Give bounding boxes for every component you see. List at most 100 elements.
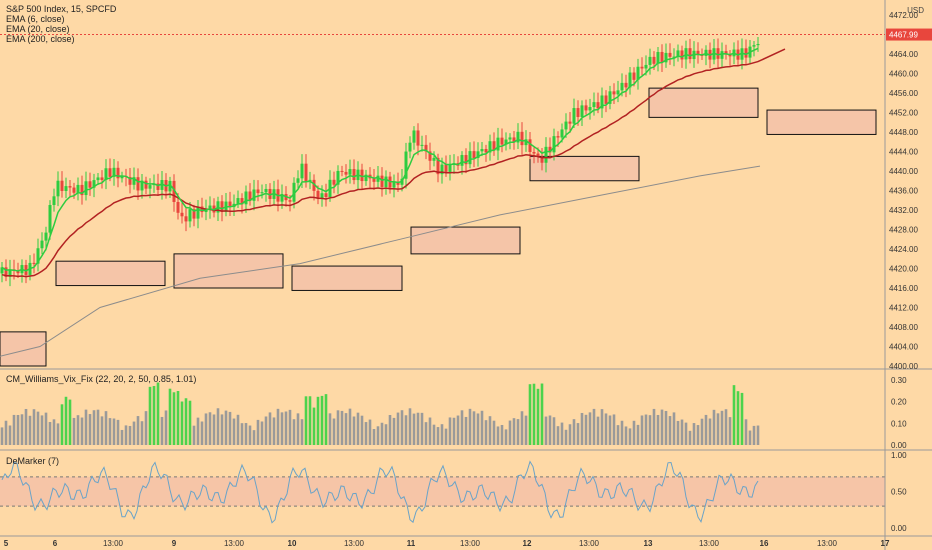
candle-body: [396, 181, 400, 185]
candle-body: [4, 267, 8, 277]
candle-body: [552, 136, 556, 153]
vix-bar: [232, 418, 236, 445]
vix-bar: [180, 401, 184, 445]
candle-body: [112, 167, 116, 177]
candles: [0, 37, 760, 287]
vix-bar: [380, 422, 384, 445]
ema200-legend[interactable]: EMA (200, close): [6, 34, 75, 44]
vix-bar: [224, 410, 228, 445]
ema6-legend[interactable]: EMA (6, close): [6, 14, 65, 24]
candle-body: [32, 262, 36, 264]
vix-bar: [508, 420, 512, 445]
vix-bar: [500, 424, 504, 445]
vix-bar: [432, 424, 436, 445]
ema-lines: [0, 47, 786, 357]
zone-box: [648, 87, 759, 118]
symbol-title[interactable]: S&P 500 Index, 15, SPCFD: [6, 4, 117, 14]
vix-bar: [92, 410, 96, 445]
vix-bar: [668, 416, 672, 445]
candle-body: [428, 151, 432, 161]
candle-body: [244, 191, 248, 205]
vix-bar: [596, 416, 600, 445]
vix-bar: [332, 418, 336, 445]
vix-bar: [136, 416, 140, 445]
vix-bar: [72, 417, 76, 445]
vix-bar: [484, 420, 488, 445]
last-price-badge: [886, 28, 932, 41]
vix-bar: [76, 415, 80, 445]
vix-bar: [284, 411, 288, 445]
candle-body: [384, 176, 388, 187]
vix-bar: [80, 417, 84, 445]
vix-bar: [252, 430, 256, 445]
zone-box: [766, 109, 877, 135]
price-tick-label: 4460.00: [889, 70, 918, 79]
candle-body: [484, 149, 488, 153]
legend: S&P 500 Index, 15, SPCFD EMA (6, close) …: [6, 4, 116, 44]
vix-bar: [568, 424, 572, 445]
vix-bar: [184, 398, 188, 445]
ema20-legend[interactable]: EMA (20, close): [6, 24, 70, 34]
candle-body: [264, 188, 268, 193]
vix-pane-title[interactable]: CM_Williams_Vix_Fix (22, 20, 2, 50, 0.85…: [6, 374, 197, 384]
candle-body: [688, 48, 692, 60]
vix-bar: [192, 425, 196, 445]
candle-body: [316, 190, 320, 199]
demarker-tick-label: 0.50: [891, 488, 907, 497]
vix-bar: [52, 419, 56, 445]
vix-bar: [624, 426, 628, 445]
vix-bar: [572, 419, 576, 445]
candle-body: [40, 240, 44, 249]
vix-bar: [28, 415, 32, 445]
vix-bar: [632, 420, 636, 445]
candle-body: [168, 180, 172, 192]
vix-bar: [68, 399, 72, 445]
vix-bar: [548, 415, 552, 445]
time-tick-label: 13:00: [460, 539, 481, 548]
vix-bar: [400, 410, 404, 445]
vix-bar: [472, 411, 476, 445]
demarker-pane-title[interactable]: DeMarker (7): [6, 456, 60, 466]
candle-body: [80, 184, 84, 196]
vix-bar: [88, 414, 92, 445]
vix-bar: [172, 392, 176, 445]
time-tick-label: 13:00: [344, 539, 365, 548]
vix-bar: [424, 422, 428, 445]
price-tick-label: 4400.00: [889, 362, 918, 371]
candle-body: [332, 179, 336, 185]
candle-body: [120, 175, 124, 179]
candle-body: [336, 170, 340, 185]
candle-body: [52, 196, 56, 206]
vix-bar: [544, 416, 548, 445]
vix-bar: [732, 385, 736, 445]
time-tick-label: 9: [172, 539, 177, 548]
vix-bar: [108, 418, 112, 445]
candle-body: [88, 181, 92, 188]
vix-bar: [704, 414, 708, 445]
vix-bar: [384, 424, 388, 445]
candle-body: [588, 107, 592, 111]
vix-bar: [128, 425, 132, 445]
candle-body: [520, 131, 524, 146]
vix-bar: [460, 410, 464, 445]
candle-body: [628, 72, 632, 88]
vix-bar: [0, 427, 4, 445]
vix-bar: [196, 417, 200, 445]
candle-body: [488, 141, 492, 153]
vix-bar: [656, 414, 660, 445]
vix-bar: [64, 396, 68, 445]
vix-bar: [104, 411, 108, 445]
vix-bar: [584, 414, 588, 445]
candle-body: [568, 121, 572, 124]
candle-body: [576, 108, 580, 117]
vix-bar: [436, 427, 440, 445]
vix-bar: [8, 425, 12, 445]
vix-bar: [420, 412, 424, 445]
vix-bar: [532, 383, 536, 445]
vix-bar: [140, 421, 144, 445]
candle-body: [408, 142, 412, 152]
candle-body: [716, 48, 720, 59]
vix-bar: [360, 415, 364, 445]
